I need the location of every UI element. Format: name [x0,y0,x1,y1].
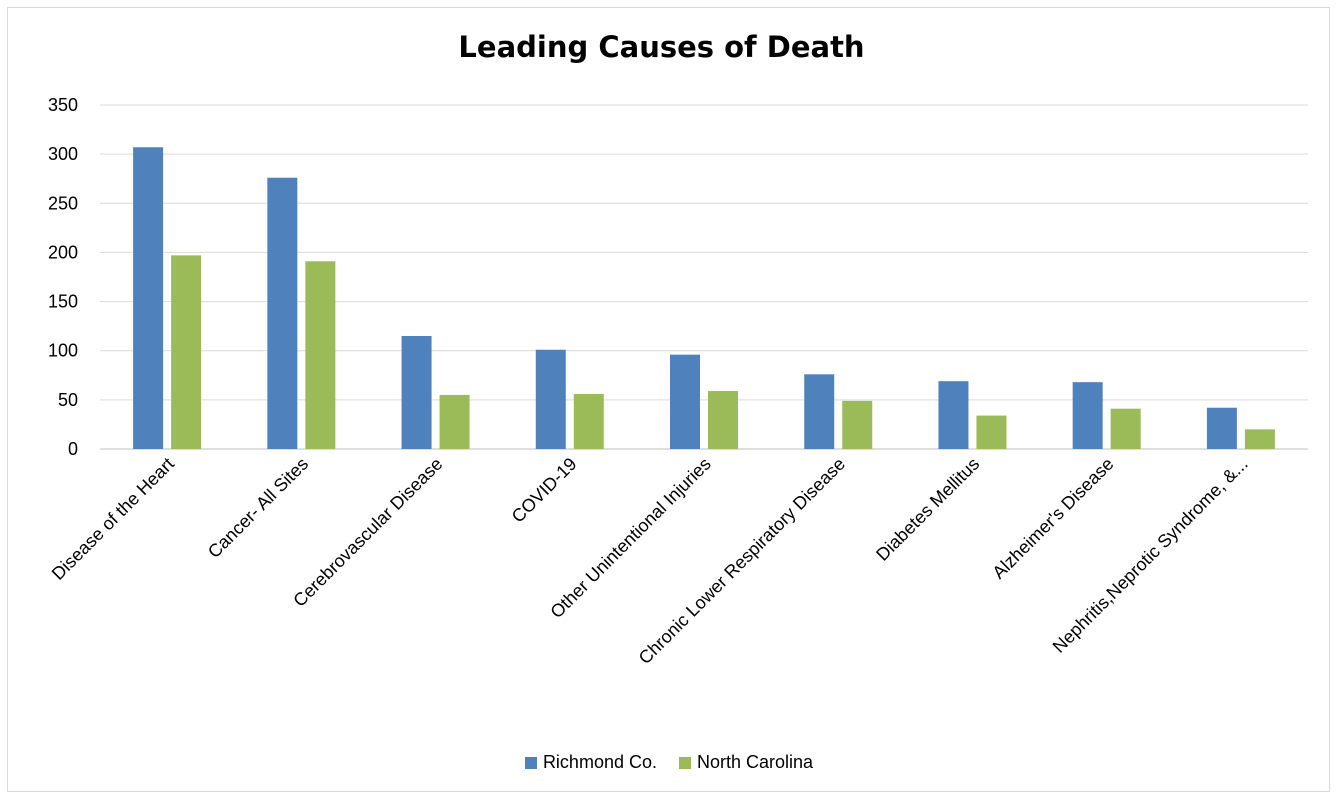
legend-swatch-north-carolina [678,756,691,769]
x-tick-label: Cerebrovascular Disease [289,454,446,611]
x-tick-label: COVID-19 [508,454,581,527]
bar-north-carolina [1244,429,1275,449]
x-tick-label: Disease of the Heart [48,454,178,584]
bar-richmond [401,335,432,449]
x-tick-label: Alzheimer's Disease [988,454,1117,583]
bar-richmond [267,177,298,449]
legend-label-richmond: Richmond Co. [542,752,657,772]
bar-north-carolina [573,393,604,449]
bar-richmond [133,147,164,449]
bar-richmond [1072,382,1103,449]
bar-north-carolina [976,415,1007,449]
bar-north-carolina [842,400,873,449]
x-tick-label: Other Unintentional Injuries [546,454,714,622]
bar-north-carolina [305,261,336,449]
x-tick-label: Diabetes Mellitus [872,454,983,565]
legend-item-north-carolina: North Carolina [678,752,814,773]
y-tick-label: 250 [48,193,78,213]
bar-north-carolina [439,394,470,449]
x-tick-label: Chronic Lower Respiratory Disease [635,454,849,668]
y-tick-label: 350 [48,95,78,115]
legend-label-north-carolina: North Carolina [696,752,814,772]
y-tick-label: 200 [48,242,78,262]
legend: Richmond Co. North Carolina [0,752,1338,773]
chart-title: Leading Causes of Death [458,30,865,64]
bar-richmond [804,374,835,449]
x-tick-label: Cancer- All Sites [204,454,312,562]
bar-richmond [938,381,969,449]
bar-richmond [1206,407,1237,449]
y-tick-label: 50 [58,390,78,410]
y-tick-label: 300 [48,144,78,164]
bar-richmond [670,354,700,449]
y-tick-label: 0 [68,439,78,459]
bar-north-carolina [708,391,738,449]
legend-item-richmond: Richmond Co. [524,752,657,773]
bar-north-carolina [1110,408,1141,449]
legend-swatch-richmond [524,756,537,769]
bar-north-carolina [171,255,202,449]
y-tick-label: 150 [48,292,78,312]
y-tick-label: 100 [48,341,78,361]
bar-richmond [535,349,566,449]
